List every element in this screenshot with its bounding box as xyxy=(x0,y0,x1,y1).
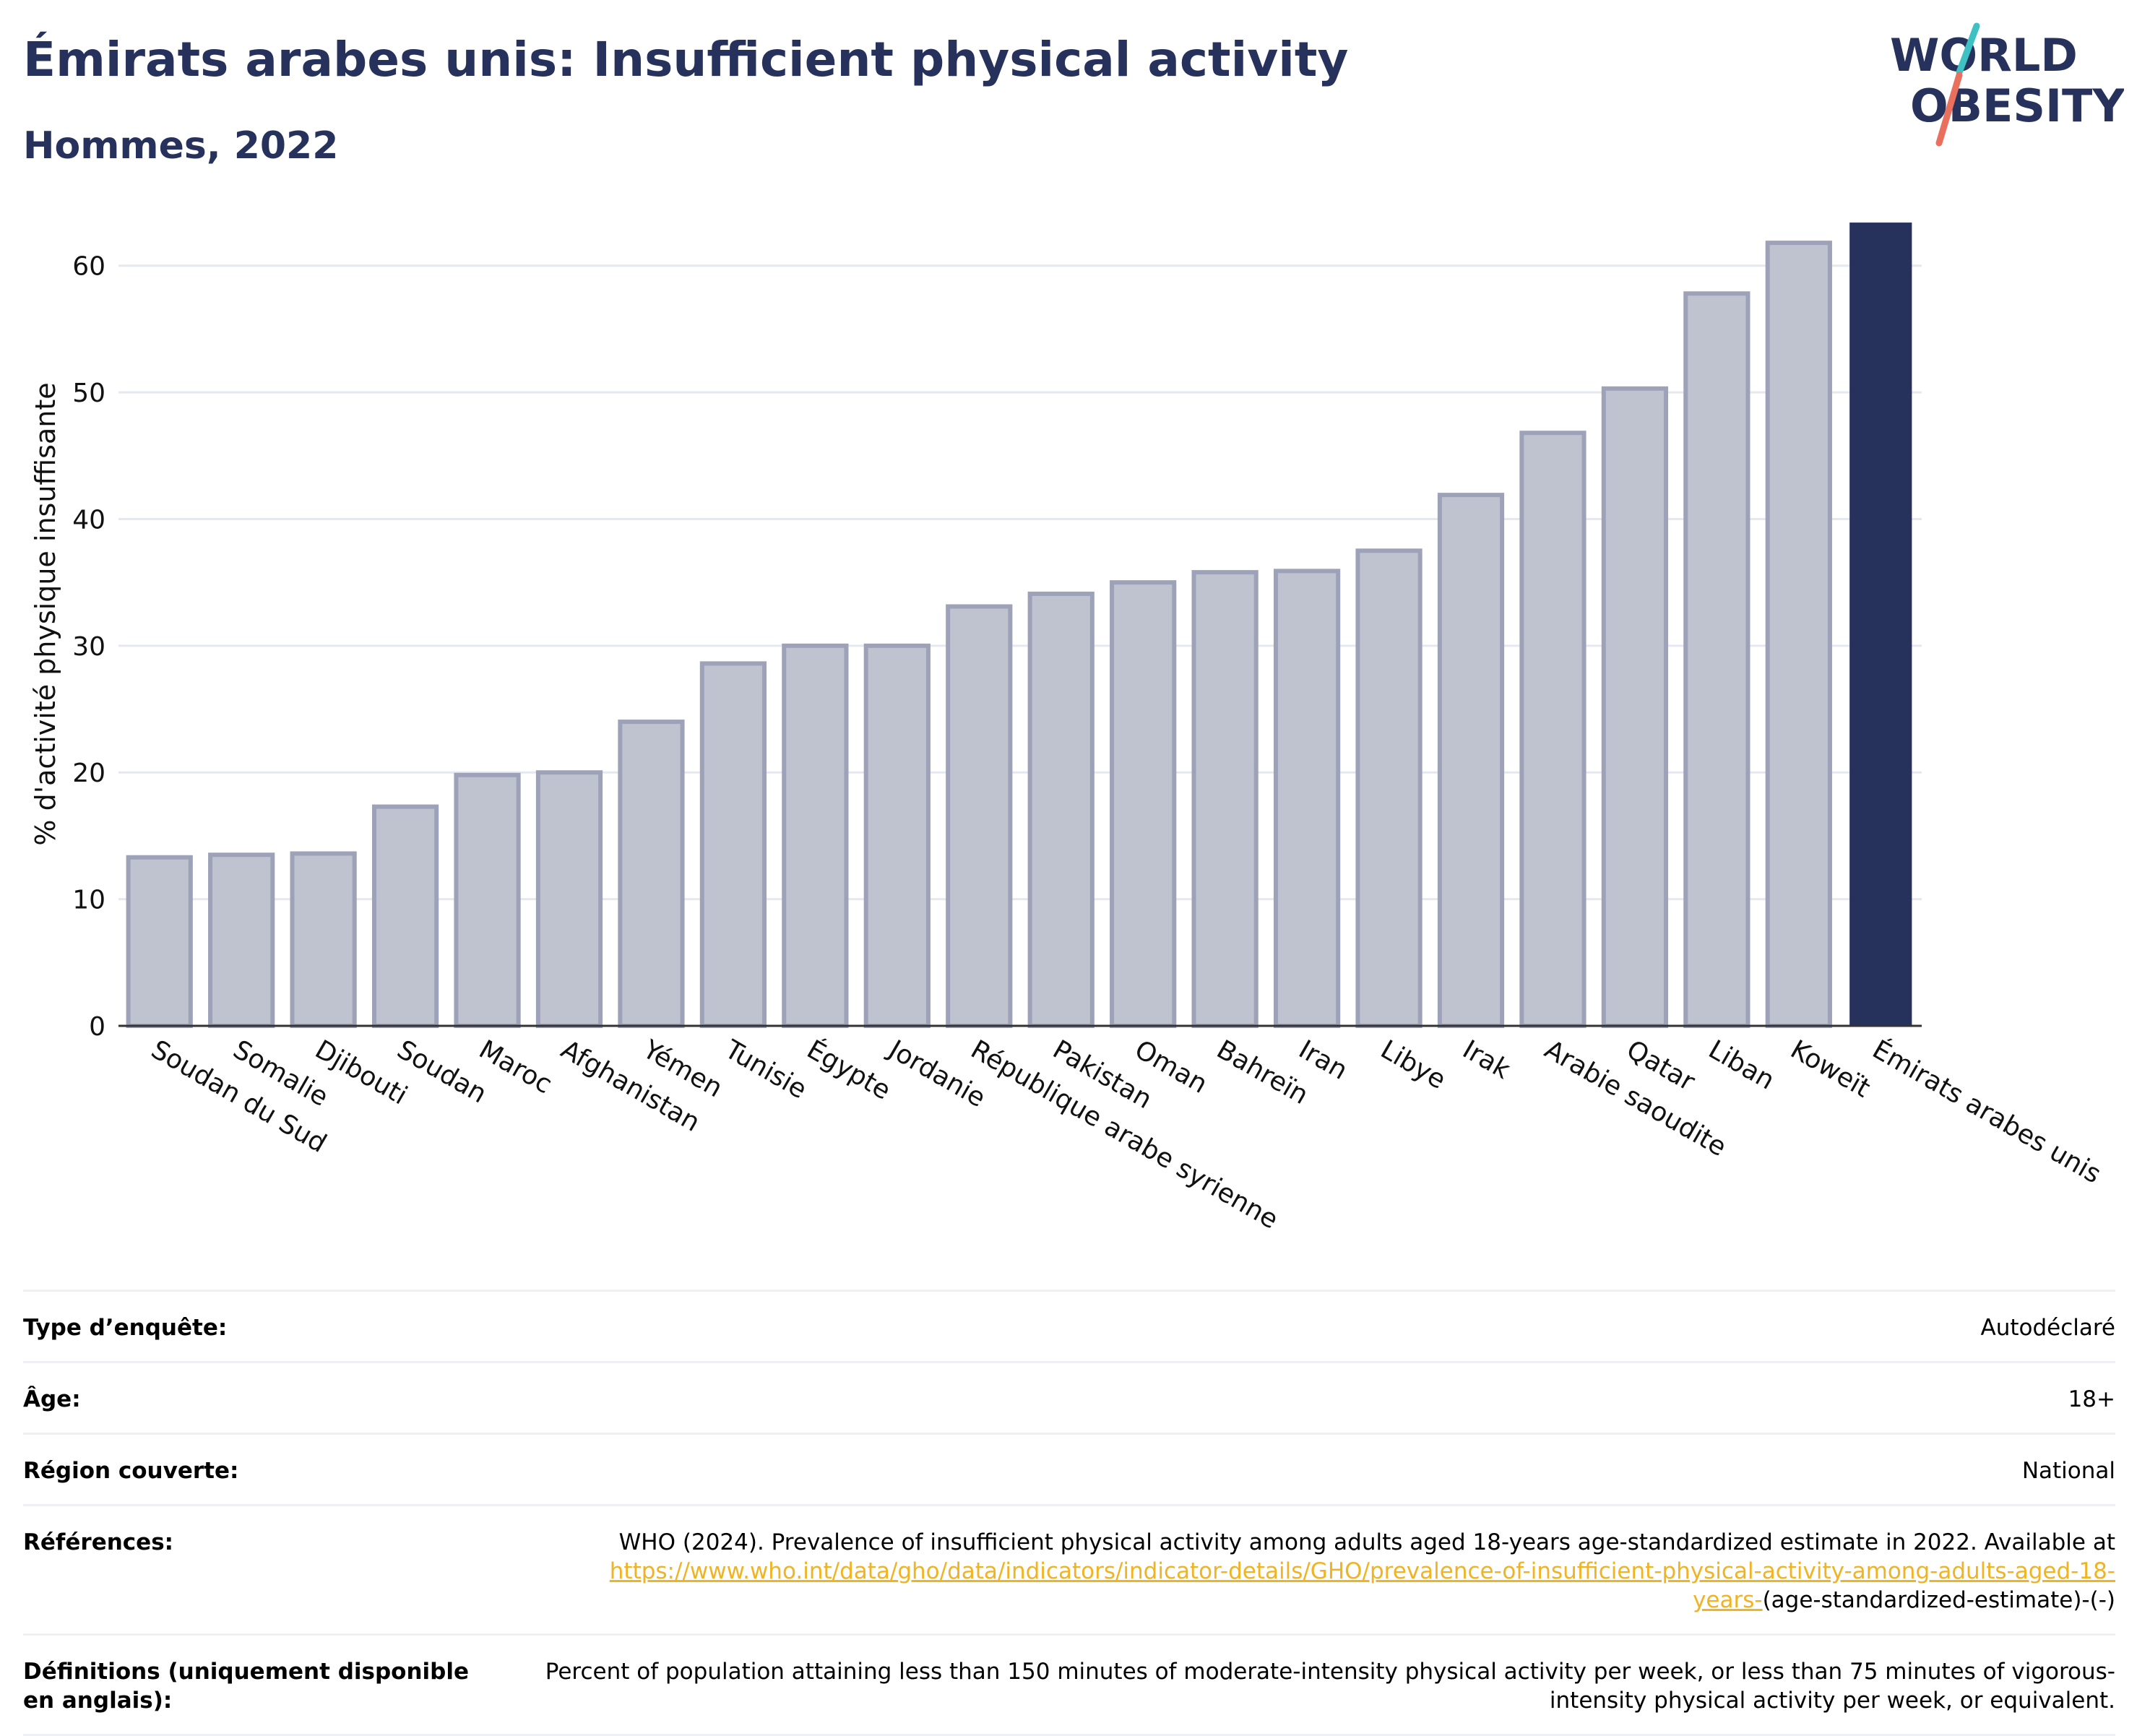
page-subtitle: Hommes, 2022 xyxy=(23,124,339,168)
x-tick-label: Émirats arabes unis xyxy=(1868,1034,2107,1189)
logo-slash-coral xyxy=(1935,72,1963,147)
world-obesity-logo: WORLD OBESITY xyxy=(1890,22,2124,147)
bar xyxy=(1027,591,1095,1028)
references-value: WHO (2024). Prevalence of insufficient p… xyxy=(500,1528,2115,1615)
y-tick-label: 50 xyxy=(72,379,105,408)
y-tick-label: 40 xyxy=(72,505,105,535)
x-tick-label: Soudan xyxy=(392,1035,492,1109)
bar xyxy=(126,855,193,1028)
info-table: Type d’enquête: Autodéclaré Âge: 18+ Rég… xyxy=(23,1290,2115,1736)
x-tick-label: Liban xyxy=(1704,1035,1779,1095)
bar xyxy=(1273,569,1341,1028)
references-suffix: (age-standardized-estimate)-(-) xyxy=(1762,1587,2115,1613)
y-tick-label: 60 xyxy=(72,252,105,282)
references-text: WHO (2024). Prevalence of insufficient p… xyxy=(618,1529,2115,1555)
bar xyxy=(1437,493,1505,1028)
x-tick-label: Bahreïn xyxy=(1212,1035,1313,1110)
bar xyxy=(1110,580,1177,1028)
x-tick-label: Irak xyxy=(1458,1035,1516,1085)
bar xyxy=(1683,291,1750,1028)
x-tick-label: Koweït xyxy=(1785,1035,1875,1103)
survey-type-value: Autodéclaré xyxy=(1980,1315,2115,1341)
age-label: Âge: xyxy=(23,1386,81,1412)
info-row-definitions: Définitions (uniquement disponible en an… xyxy=(23,1636,2115,1736)
bar xyxy=(618,720,685,1028)
y-tick-label: 30 xyxy=(72,632,105,662)
bar xyxy=(699,661,767,1029)
bar xyxy=(208,852,275,1028)
bar xyxy=(1601,386,1669,1028)
x-tick-label: Afghanistan xyxy=(556,1035,705,1138)
bar xyxy=(1355,548,1422,1028)
y-tick-label: 10 xyxy=(72,886,105,915)
x-tick-label: Égypte xyxy=(802,1034,896,1105)
bar xyxy=(1519,431,1586,1028)
definitions-label: Définitions (uniquement disponible en an… xyxy=(23,1659,470,1714)
bar xyxy=(535,770,603,1028)
y-axis-label: % d'activité physique insuffisante xyxy=(30,382,61,845)
info-row-references: Références: WHO (2024). Prevalence of in… xyxy=(23,1506,2115,1636)
x-tick-label: Libye xyxy=(1376,1035,1451,1095)
bar xyxy=(1849,223,1912,1026)
references-label: Références: xyxy=(23,1529,174,1555)
region-label: Région couverte: xyxy=(23,1458,239,1484)
bar xyxy=(1765,241,1832,1029)
page-title: Émirats arabes unis: Insufficient physic… xyxy=(23,32,1349,87)
bar xyxy=(782,643,849,1028)
bar xyxy=(863,643,931,1028)
info-row-age: Âge: 18+ xyxy=(23,1363,2115,1435)
bar xyxy=(454,772,521,1028)
info-row-survey-type: Type d’enquête: Autodéclaré xyxy=(23,1292,2115,1363)
y-tick-label: 0 xyxy=(89,1012,105,1042)
info-row-region: Région couverte: National xyxy=(23,1435,2115,1506)
y-tick-label: 20 xyxy=(72,759,105,788)
survey-type-label: Type d’enquête: xyxy=(23,1315,228,1341)
logo-slash-teal xyxy=(1956,22,1980,76)
x-tick-label: Tunisie xyxy=(720,1035,812,1105)
logo-line-1: WORLD xyxy=(1890,29,2078,82)
bars xyxy=(126,223,1912,1029)
bar xyxy=(946,604,1013,1028)
bar xyxy=(290,851,357,1028)
region-value: National xyxy=(2021,1458,2115,1484)
bar xyxy=(1191,570,1259,1028)
references-link[interactable]: https://www.who.int/data/gho/data/indica… xyxy=(609,1558,2115,1613)
age-value: 18+ xyxy=(2068,1386,2115,1412)
definitions-value: Percent of population attaining less tha… xyxy=(545,1659,2115,1714)
bar xyxy=(371,804,439,1028)
